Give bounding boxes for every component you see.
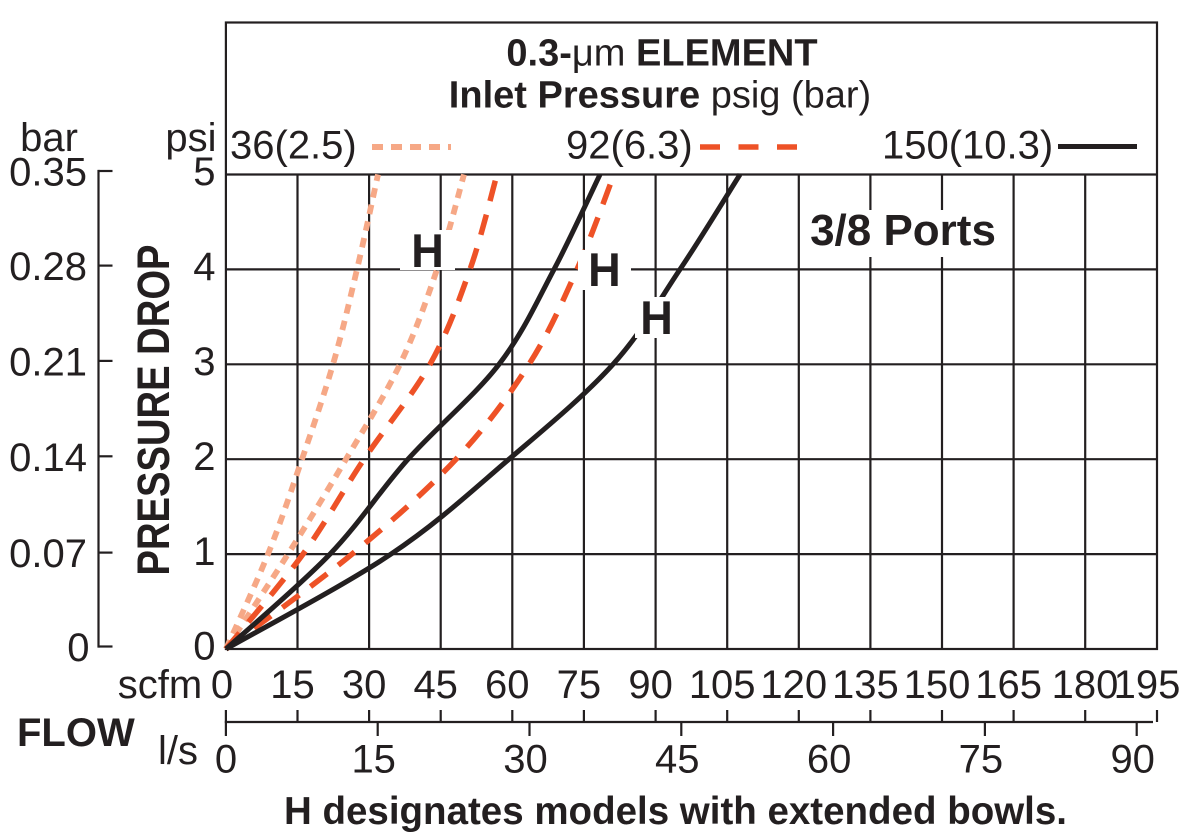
svg-text:scfm: scfm xyxy=(118,663,202,707)
svg-text:0: 0 xyxy=(215,738,237,782)
svg-text:H: H xyxy=(588,243,621,296)
svg-text:90: 90 xyxy=(628,663,673,707)
svg-text:30: 30 xyxy=(503,738,548,782)
svg-text:45: 45 xyxy=(413,663,458,707)
svg-text:4: 4 xyxy=(193,245,215,289)
svg-text:90: 90 xyxy=(1110,738,1155,782)
svg-text:0.35: 0.35 xyxy=(9,151,87,195)
svg-text:0.07: 0.07 xyxy=(9,532,87,576)
svg-text:15: 15 xyxy=(270,663,315,707)
svg-text:150(10.3): 150(10.3) xyxy=(882,124,1053,168)
svg-text:0.28: 0.28 xyxy=(9,245,87,289)
svg-text:FLOW: FLOW xyxy=(17,711,135,755)
svg-text:150: 150 xyxy=(904,663,971,707)
svg-text:2: 2 xyxy=(193,435,215,479)
svg-text:0: 0 xyxy=(67,626,89,670)
svg-text:1: 1 xyxy=(193,530,215,574)
svg-text:60: 60 xyxy=(807,738,852,782)
svg-text:135: 135 xyxy=(832,663,899,707)
svg-text:bar: bar xyxy=(20,116,78,160)
svg-text:5: 5 xyxy=(193,150,215,194)
svg-text:45: 45 xyxy=(655,738,700,782)
svg-text:psi: psi xyxy=(165,116,216,160)
svg-text:75: 75 xyxy=(557,663,602,707)
svg-text:105: 105 xyxy=(689,663,756,707)
svg-text:15: 15 xyxy=(351,738,396,782)
svg-text:180: 180 xyxy=(1052,663,1119,707)
svg-text:0.21: 0.21 xyxy=(9,340,87,384)
svg-text:3/8 Ports: 3/8 Ports xyxy=(810,206,996,255)
svg-text:165: 165 xyxy=(975,663,1042,707)
svg-text:60: 60 xyxy=(485,663,530,707)
svg-text:75: 75 xyxy=(959,738,1004,782)
svg-text:0.3-μm ELEMENT: 0.3-μm ELEMENT xyxy=(506,33,817,75)
svg-text:0.14: 0.14 xyxy=(9,436,87,480)
svg-text:36(2.5): 36(2.5) xyxy=(230,124,357,168)
svg-text:195: 195 xyxy=(1114,663,1181,707)
svg-text:92(6.3): 92(6.3) xyxy=(566,124,693,168)
svg-text:H designates models with exten: H designates models with extended bowls. xyxy=(284,790,1067,833)
svg-text:Inlet Pressure psig (bar): Inlet Pressure psig (bar) xyxy=(449,75,871,117)
svg-text:PRESSURE DROP: PRESSURE DROP xyxy=(128,245,179,576)
svg-text:H: H xyxy=(411,224,444,277)
svg-text:0: 0 xyxy=(193,625,215,669)
svg-text:H: H xyxy=(640,291,673,344)
svg-text:l/s: l/s xyxy=(158,729,198,773)
svg-text:120: 120 xyxy=(760,663,827,707)
svg-text:3: 3 xyxy=(193,340,215,384)
svg-text:30: 30 xyxy=(342,663,387,707)
svg-text:0: 0 xyxy=(211,663,233,707)
